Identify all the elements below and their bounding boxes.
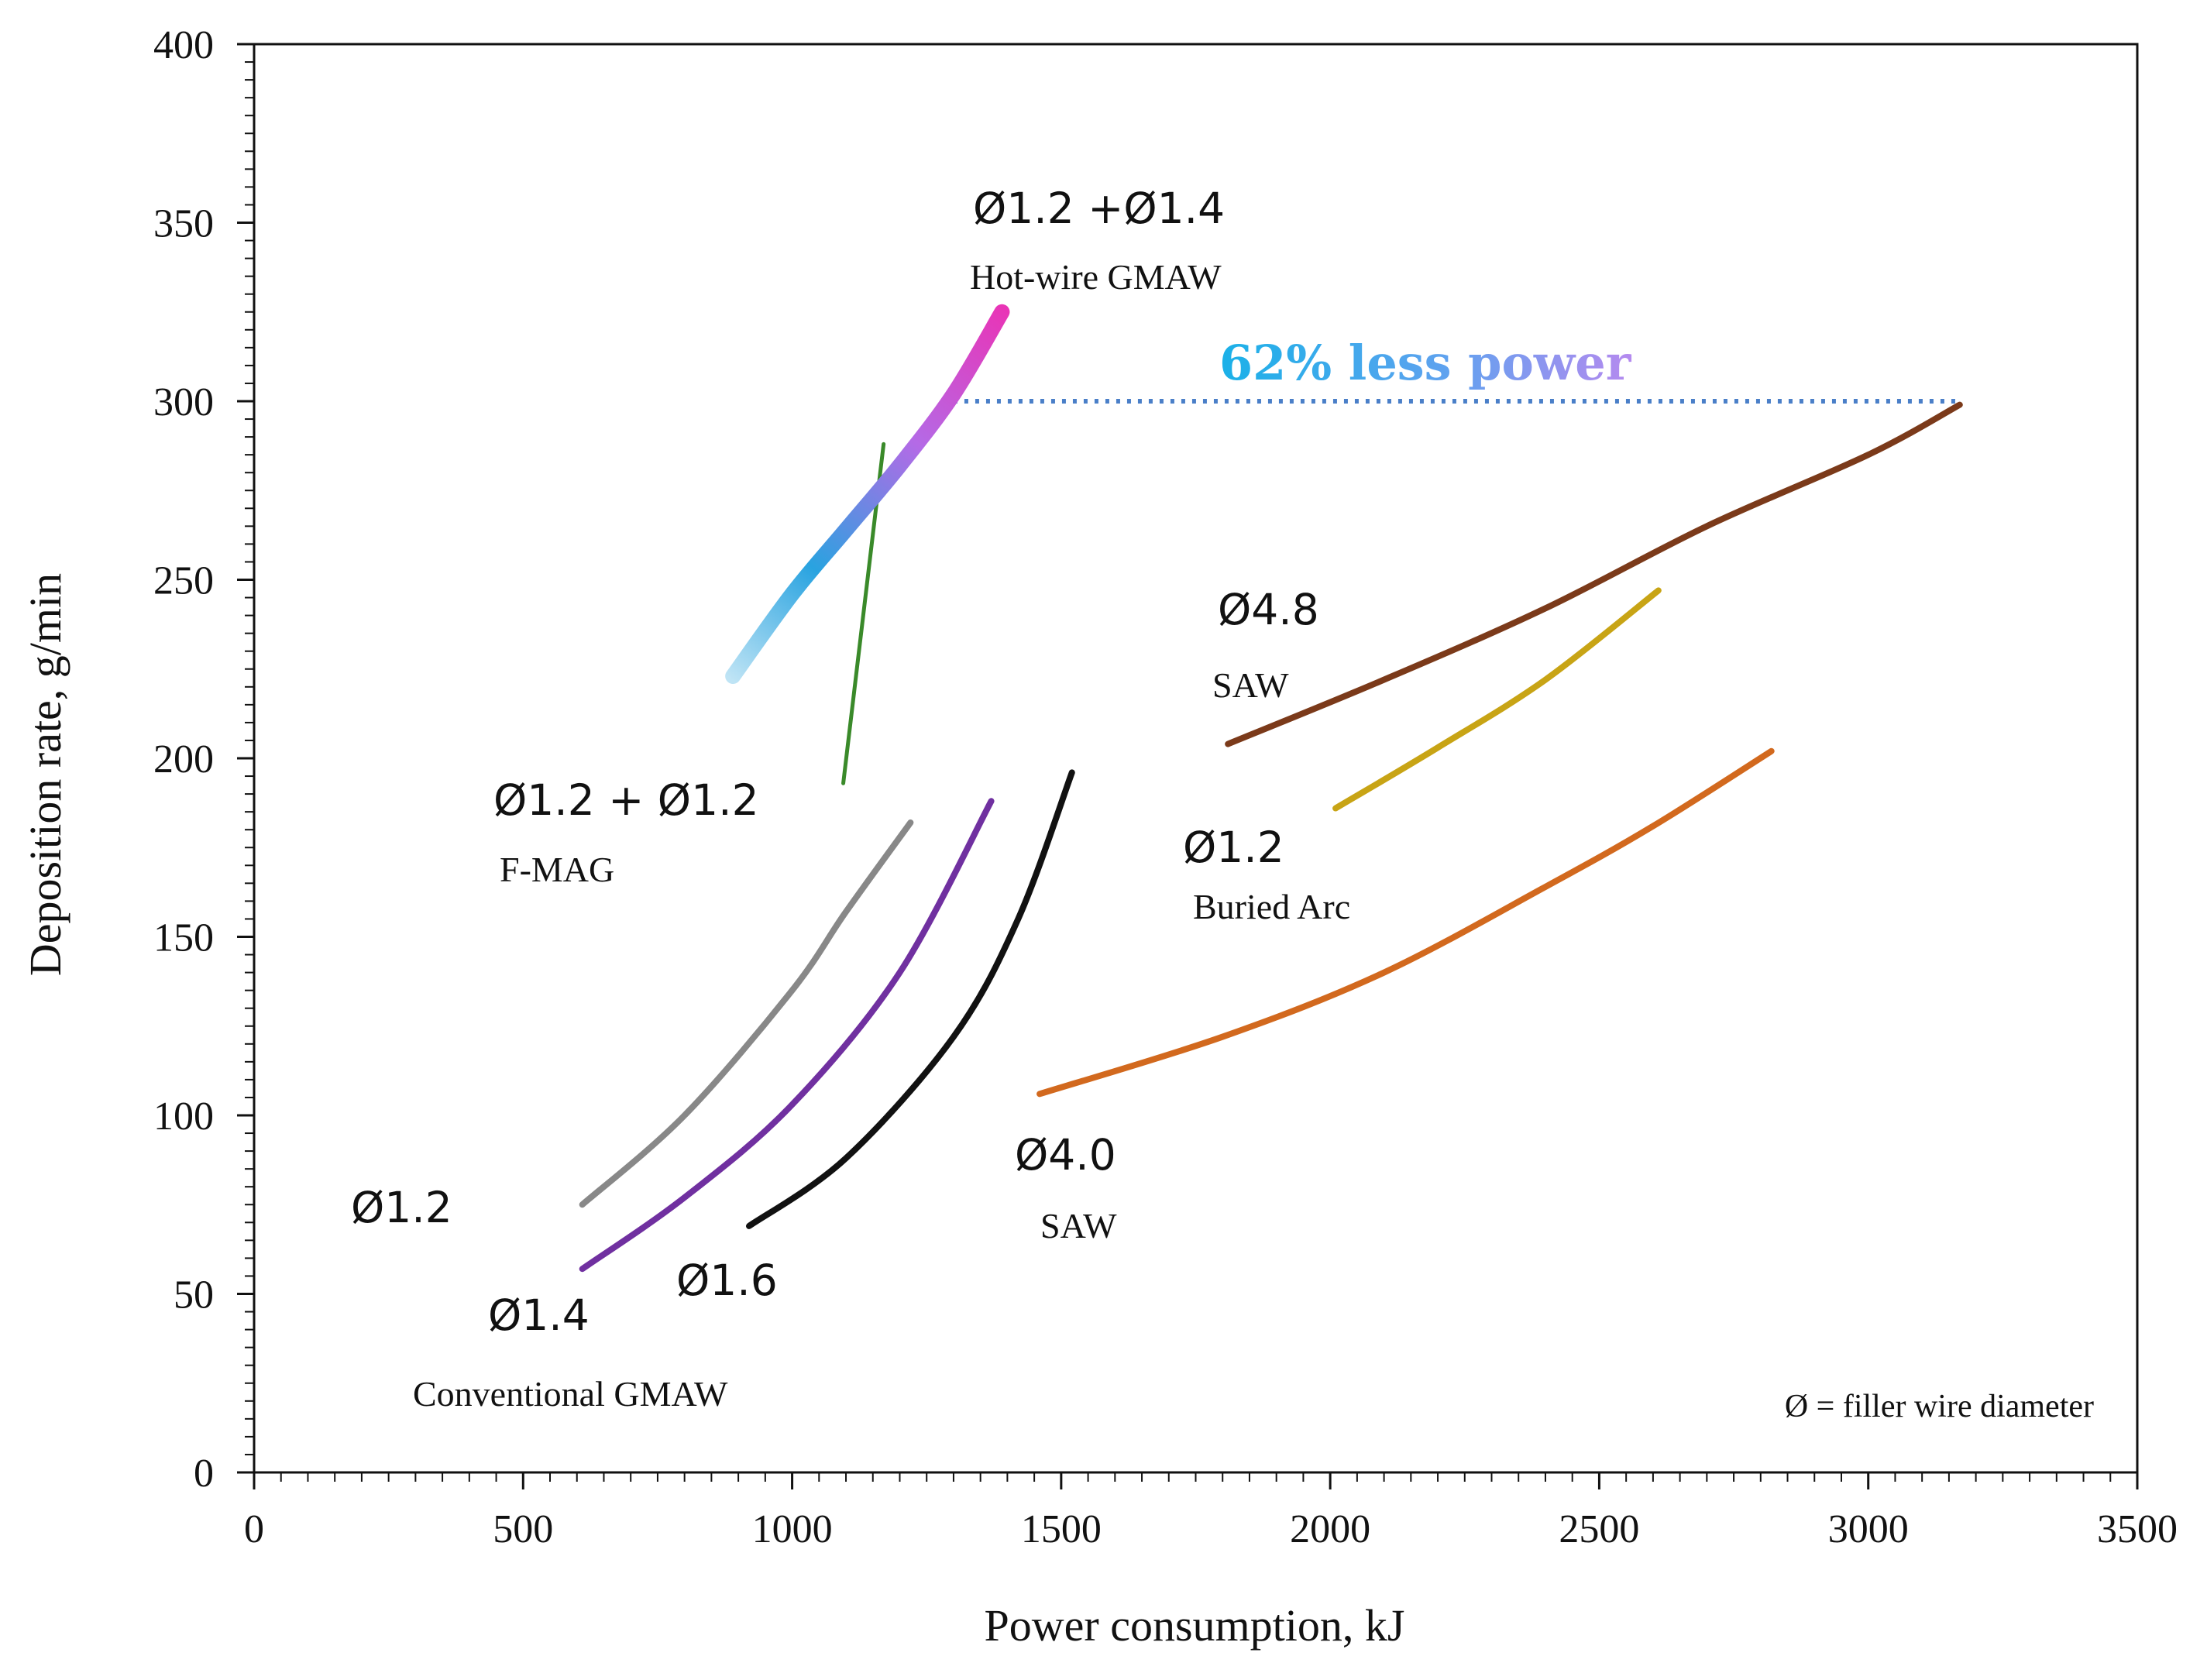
annotation-fmag-diameter: Ø1.2 + Ø1.2 (493, 775, 759, 825)
x-tick-label: 1000 (752, 1507, 833, 1551)
x-tick-label: 2000 (1290, 1507, 1370, 1551)
legend-note: Ø = filler wire diameter (1785, 1389, 2094, 1424)
axis-tick-labels: 0 500 1000 1500 2000 2500 3000 3500 0 50 100 150 200… (153, 23, 2178, 1551)
y-tick-label: 200 (153, 737, 214, 782)
y-tick-label: 50 (174, 1273, 214, 1318)
annotation-fmag-name: F-MAG (500, 850, 614, 889)
axis-ticks (237, 43, 2139, 1489)
annotation-buried-diameter: Ø1.2 (1183, 823, 1284, 872)
x-axis-title: Power consumption, kJ (985, 1600, 1405, 1651)
series-line-conventional-gmaw-d1-6 (746, 769, 1075, 1229)
x-tick-label: 0 (244, 1507, 264, 1551)
series-line-saw-d4-8 (1225, 401, 1963, 747)
y-tick-label: 350 (153, 202, 214, 246)
annotation-62-less-power: 62% less power (1219, 335, 1632, 391)
annotation-conv16-diameter: Ø1.6 (676, 1256, 778, 1305)
annotation-hotwire-diameter: Ø1.2 +Ø1.4 (973, 184, 1225, 233)
x-tick-label: 3000 (1828, 1507, 1909, 1551)
annotation-saw40-name: SAW (1040, 1206, 1117, 1245)
series-line-buried-arc-d1-2 (1332, 587, 1662, 812)
series-line-hot-wire-gmaw-d1-2-d1-4 (725, 304, 1010, 684)
series-line-conventional-gmaw-d1-4 (579, 798, 995, 1273)
x-tick-label: 3500 (2097, 1507, 2178, 1551)
x-tick-label: 1500 (1021, 1507, 1102, 1551)
series-line-saw-d4-0 (1036, 747, 1775, 1098)
y-tick-label: 300 (153, 380, 214, 424)
annotation-hotwire-name: Hot-wire GMAW (970, 257, 1222, 297)
y-tick-label: 0 (194, 1452, 214, 1496)
annotation-saw48-name: SAW (1212, 665, 1289, 705)
y-tick-label: 100 (153, 1094, 214, 1139)
annotation-conv14-diameter: Ø1.4 (488, 1290, 590, 1340)
series-line-conventional-gmaw-d1-2 (579, 819, 914, 1208)
annotation-conv12-diameter: Ø1.2 (351, 1183, 452, 1232)
y-axis-title: Deposition rate, g/min (20, 573, 70, 976)
annotation-saw48-diameter: Ø4.8 (1218, 585, 1319, 634)
annotation-saw40-diameter: Ø4.0 (1015, 1130, 1116, 1180)
y-tick-label: 250 (153, 559, 214, 603)
annotation-conventional-gmaw: Conventional GMAW (413, 1374, 728, 1414)
series-layer (579, 304, 1963, 1273)
y-tick-label: 150 (153, 916, 214, 960)
y-tick-label: 400 (153, 23, 214, 67)
x-tick-label: 500 (493, 1507, 553, 1551)
x-tick-label: 2500 (1559, 1507, 1639, 1551)
annotation-buried-name: Buried Arc (1193, 887, 1350, 926)
